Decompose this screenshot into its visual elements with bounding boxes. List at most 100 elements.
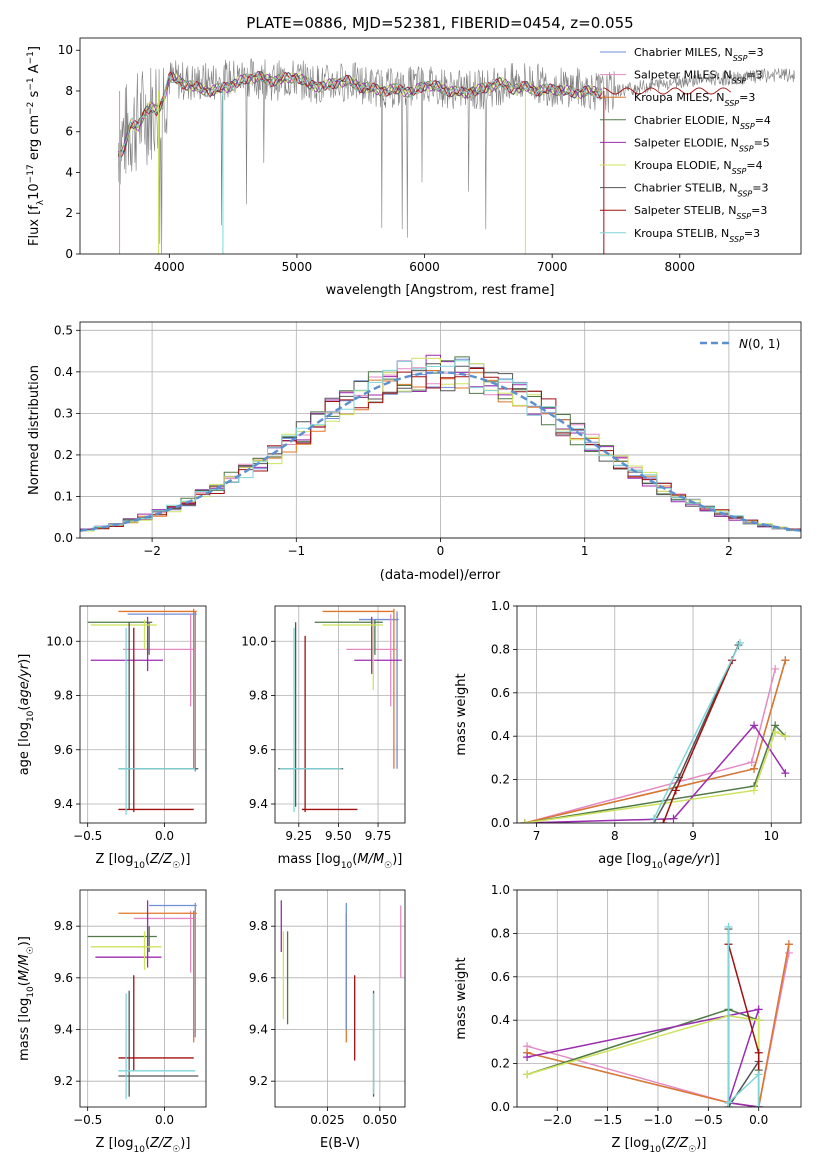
weight-line-2 — [524, 660, 787, 823]
plot-area — [523, 922, 793, 1107]
x-tick-label: 8000 — [664, 260, 695, 274]
histogram-7 — [80, 368, 801, 531]
weight-marker — [784, 948, 793, 957]
axes-age-Z: −0.5 0.0 9.4 9.6 9.8 10.0 — [46, 605, 207, 843]
weight-marker — [784, 940, 793, 949]
legend-label: Kroupa ELODIE, NSSP=4 — [634, 159, 763, 176]
weight-marker — [671, 786, 680, 795]
x-tick-label: 5000 — [282, 260, 313, 274]
weight-marker — [747, 758, 756, 767]
x-tick-label: 0.0 — [155, 1113, 174, 1127]
x-tick-label: −0.5 — [694, 1113, 723, 1127]
y-tick-label: 9.4 — [249, 797, 268, 811]
plot-area — [278, 608, 402, 813]
x-tick-label: 4000 — [154, 260, 185, 274]
y-tick-label: 0.2 — [54, 448, 73, 462]
weight-marker — [754, 1005, 763, 1014]
x-tick-label: 0.025 — [310, 1113, 344, 1127]
y-tick-label: 0.0 — [54, 531, 73, 545]
x-tick-label: 0.0 — [155, 829, 174, 843]
y-tick-label: 9.6 — [249, 971, 268, 985]
axes-frame — [79, 605, 207, 824]
weight-marker — [750, 786, 759, 795]
y-tick-label: 8 — [65, 84, 73, 98]
y-tick-label: 4 — [65, 165, 73, 179]
weight-marker — [771, 727, 780, 736]
x-tick-label: 9 — [689, 829, 697, 843]
figure-title: PLATE=0886, MJD=52381, FIBERID=0454, z=0… — [246, 14, 633, 32]
axes-residuals: −2 −1 0 1 2 0.0 0.1 0.2 0.3 0.4 0.5 — [54, 321, 802, 558]
weight-line-0 — [524, 660, 787, 823]
y-tick-label: 0.5 — [54, 323, 73, 337]
y-tick-label: 6 — [65, 125, 73, 139]
y-tick-label: 0.2 — [491, 1057, 510, 1071]
x-axis-label: age [log10(age/yr)] — [598, 852, 720, 871]
axes-spectrum: 4000 5000 6000 7000 8000 0 2 4 6 8 10 — [58, 37, 802, 274]
x-axis-label: Z [log10(Z/Z☉)] — [96, 1136, 191, 1155]
y-tick-label: 9.4 — [54, 797, 73, 811]
y-tick-label: 10.0 — [46, 634, 73, 648]
model-line-8 — [117, 72, 603, 162]
y-tick-label: 0.4 — [491, 1013, 510, 1027]
weight-marker — [523, 1053, 532, 1062]
y-tick-label: 9.6 — [54, 743, 73, 757]
weight-line-1 — [524, 668, 776, 823]
weight-marker — [649, 814, 658, 823]
x-tick-label: 0.050 — [363, 1113, 397, 1127]
weight-line-3 — [524, 723, 786, 823]
x-axis-label: E(B-V) — [320, 1136, 360, 1151]
legend-label: Chabrier ELODIE, NSSP=4 — [634, 114, 771, 131]
y-tick-label: 9.8 — [249, 919, 268, 933]
model-line-4 — [118, 73, 603, 153]
weight-marker — [750, 721, 759, 730]
x-tick-label: −1 — [287, 544, 305, 558]
y-tick-label: 0.3 — [54, 406, 73, 420]
weight-marker — [781, 769, 790, 778]
plot-area — [80, 354, 801, 532]
weight-marker — [750, 764, 759, 773]
y-tick-label: 0.4 — [54, 365, 73, 379]
weight-marker — [523, 1070, 532, 1079]
x-tick-label: −2 — [143, 544, 161, 558]
y-tick-label: 0.2 — [491, 773, 510, 787]
model-line-0 — [117, 70, 603, 155]
weight-marker — [735, 638, 744, 647]
x-tick-label: 6000 — [409, 260, 440, 274]
y-tick-label: 9.2 — [249, 1074, 268, 1088]
axes-mass-ebv: 0.025 0.050 9.2 9.4 9.6 9.8 — [249, 889, 406, 1127]
x-tick-label: −0.5 — [73, 1113, 102, 1127]
weight-marker — [669, 814, 678, 823]
weight-line-4 — [526, 1008, 760, 1107]
weight-marker — [659, 819, 668, 823]
plot-area — [87, 900, 199, 1100]
legend-label: Chabrier MILES, NSSP=3 — [634, 46, 764, 63]
x-axis-label: Z [log10(Z/Z☉)] — [96, 852, 191, 871]
y-tick-label: 1.0 — [491, 883, 510, 897]
y-tick-label: 10 — [58, 43, 73, 57]
x-tick-label: 9.75 — [365, 829, 392, 843]
x-axis-label: (data-model)/error — [380, 568, 501, 583]
legend-label: Salpeter STELIB, NSSP=3 — [634, 204, 767, 221]
plot-area — [117, 58, 795, 254]
x-tick-label: 0.0 — [749, 1113, 768, 1127]
x-axis-label: Z [log10(Z/Z☉)] — [612, 1136, 707, 1155]
x-tick-label: 2 — [725, 544, 733, 558]
plot-area — [280, 900, 402, 1097]
weight-marker — [781, 656, 790, 665]
x-tick-label: 0 — [437, 544, 445, 558]
y-tick-label: 9.8 — [249, 689, 268, 703]
normal-curve — [80, 371, 801, 532]
y-axis-label: mass weight — [454, 957, 469, 1039]
axes-frame — [516, 605, 802, 824]
x-tick-label: −2.0 — [543, 1113, 572, 1127]
y-tick-label: 0.0 — [491, 1100, 510, 1114]
x-tick-label: 9.25 — [285, 829, 312, 843]
x-tick-label: 7000 — [537, 260, 568, 274]
y-axis-label: Normed distribution — [27, 365, 42, 495]
y-tick-label: 0 — [65, 247, 73, 261]
weight-marker — [754, 1103, 763, 1107]
x-axis-label: mass [log10(M/M☉)] — [278, 852, 403, 871]
y-tick-label: 9.4 — [54, 1023, 73, 1037]
model-line-tail — [603, 87, 732, 95]
